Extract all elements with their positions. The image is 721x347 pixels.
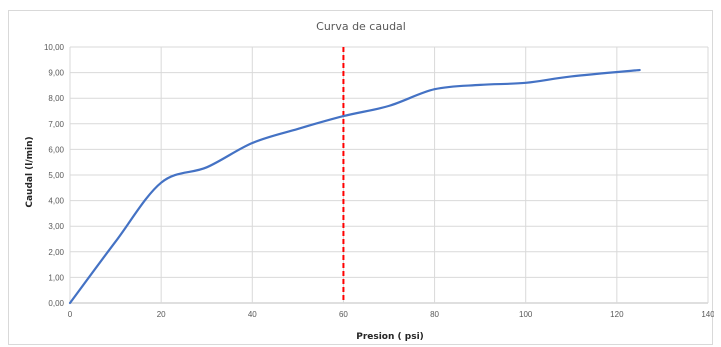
- x-tick-label: 60: [339, 310, 348, 319]
- x-tick-label: 0: [68, 310, 73, 319]
- y-tick-labels: 0,00 1,00 2,00 3,00 4,00 5,00 6,00 7,00 8,00 9,00…: [44, 43, 65, 308]
- y-tick-label: 6,00: [48, 145, 64, 154]
- y-tick-label: 10,00: [44, 43, 65, 52]
- y-tick-label: 9,00: [48, 69, 64, 78]
- y-tick-label: 0,00: [48, 299, 64, 308]
- y-axis-title: Caudal (l/min): [25, 136, 35, 207]
- gridlines: [69, 46, 709, 304]
- flow-series-line: [68, 68, 641, 305]
- y-tick-label: 1,00: [48, 273, 64, 282]
- y-tick-label: 7,00: [48, 120, 64, 129]
- y-tick-label: 3,00: [48, 222, 64, 231]
- x-axis-title: Presion ( psi): [356, 332, 424, 342]
- y-tick-label: 5,00: [48, 171, 64, 180]
- x-tick-label: 100: [519, 310, 533, 319]
- y-tick-label: 2,00: [48, 248, 64, 257]
- flow-curve-chart: 0,00 1,00 2,00 3,00 4,00 5,00 6,00 7,00 8,00 9,00…: [25, 20, 714, 342]
- chart-frame: 0,00 1,00 2,00 3,00 4,00 5,00 6,00 7,00 8,00 9,00…: [8, 10, 714, 345]
- x-tick-label: 40: [248, 310, 257, 319]
- x-tick-label: 80: [430, 310, 439, 319]
- x-tick-label: 20: [157, 310, 166, 319]
- y-tick-label: 4,00: [48, 197, 64, 206]
- chart-title: Curva de caudal: [316, 20, 406, 33]
- x-tick-label: 120: [610, 310, 624, 319]
- series-group: [68, 68, 641, 305]
- y-tick-label: 8,00: [48, 94, 64, 103]
- x-tick-labels: 0 20 40 60 80 100 120 140: [68, 310, 714, 319]
- x-tick-label: 140: [701, 310, 714, 319]
